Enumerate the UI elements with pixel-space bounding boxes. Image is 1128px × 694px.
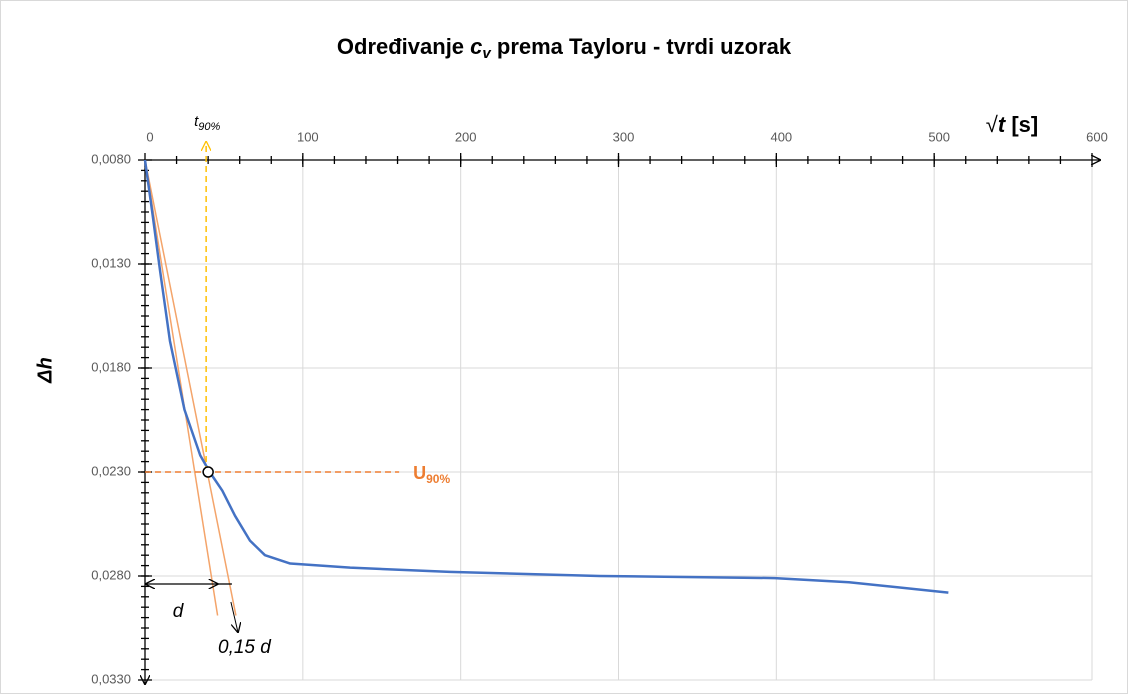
y-tick-label: 0,0080 bbox=[91, 151, 131, 166]
x-tick-label: 0 bbox=[146, 129, 153, 144]
y-tick-label: 0,0280 bbox=[91, 567, 131, 582]
u90-label-main: U bbox=[413, 463, 426, 483]
y-tick-label: 0,0180 bbox=[91, 359, 131, 374]
chart-title: Određivanje cv prema Tayloru - tvrdi uzo… bbox=[337, 34, 792, 62]
u90-label: U90% bbox=[413, 463, 450, 486]
y-tick-label: 0,0330 bbox=[91, 671, 131, 686]
d15-arrow bbox=[230, 601, 238, 632]
u90-label-sub: 90% bbox=[426, 472, 450, 486]
u90-point bbox=[202, 466, 214, 478]
t90-label: t90% bbox=[194, 113, 220, 133]
plot: 0 100 200 300 400 500 600 0,0080 0,0130 0,0180 0,0… bbox=[91, 113, 1108, 686]
d-label: d bbox=[173, 601, 185, 622]
x-tick-label: 600 bbox=[1086, 129, 1108, 144]
x-tick-label: 400 bbox=[770, 129, 792, 144]
d15-label: 0,15 d bbox=[218, 637, 272, 658]
tangent-line bbox=[144, 159, 237, 616]
y-axis-label: Δh bbox=[34, 357, 56, 384]
tangent-line bbox=[144, 159, 219, 616]
x-axis-label: √t [s] bbox=[986, 112, 1038, 137]
data-line bbox=[143, 159, 949, 594]
y-tick-label: 0,0130 bbox=[91, 255, 131, 270]
x-tick-label: 500 bbox=[928, 129, 950, 144]
x-tick-label: 100 bbox=[297, 129, 319, 144]
t90-label-sub: 90% bbox=[198, 121, 220, 133]
t90-label-main: t bbox=[194, 113, 199, 130]
x-tick-label: 300 bbox=[613, 129, 635, 144]
x-tick-label: 200 bbox=[455, 129, 477, 144]
y-tick-label: 0,0230 bbox=[91, 463, 131, 478]
